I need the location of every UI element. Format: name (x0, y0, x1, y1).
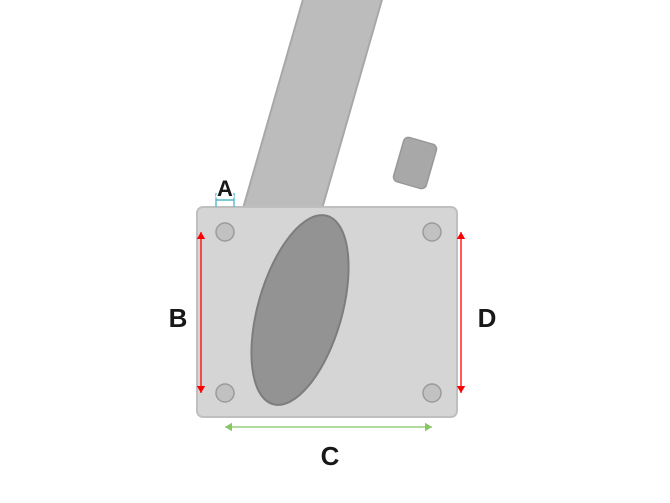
technical-drawing: A B D C (0, 0, 670, 503)
dimension-C (225, 423, 432, 431)
dim-label-B: B (169, 303, 188, 333)
dim-label-A: A (217, 176, 233, 201)
mount-hole (423, 223, 441, 241)
mount-hole (216, 223, 234, 241)
mount-hole (216, 384, 234, 402)
arm-tab (392, 136, 437, 190)
dim-label-C: C (321, 441, 340, 471)
dim-label-D: D (478, 303, 497, 333)
mount-hole (423, 384, 441, 402)
dimension-D (457, 232, 465, 393)
